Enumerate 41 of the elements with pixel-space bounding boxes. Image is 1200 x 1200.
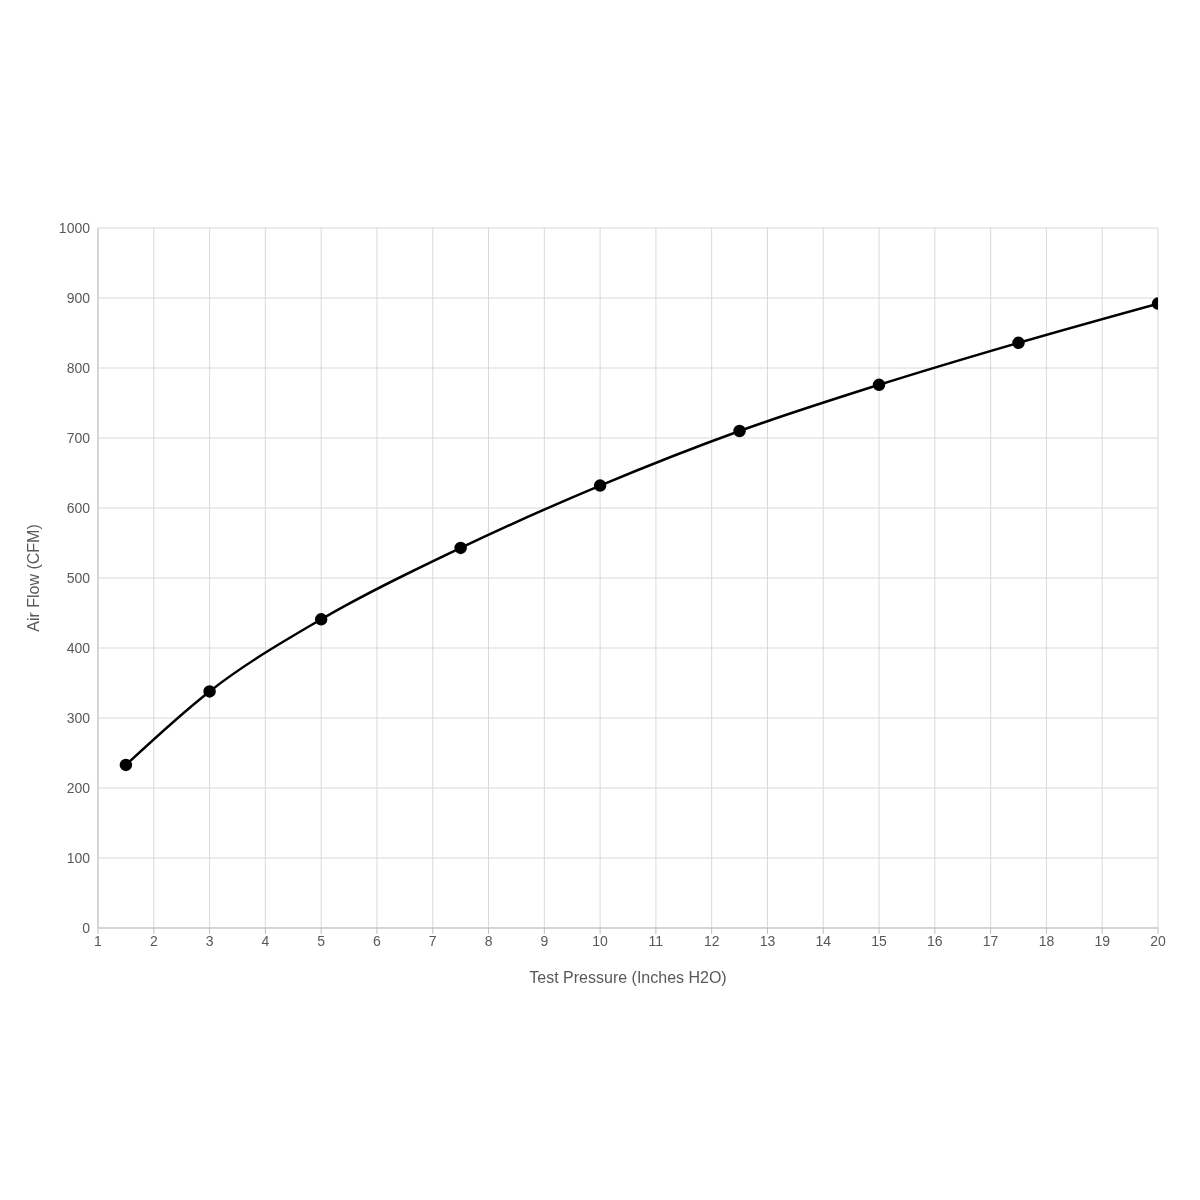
x-tick-label: 5 <box>317 932 326 949</box>
x-tick-label: 6 <box>373 932 382 949</box>
point <box>1012 336 1025 350</box>
y-tick-label: 300 <box>66 709 91 726</box>
y-tick-label: 200 <box>66 779 91 796</box>
y-tick-label: 500 <box>66 569 91 586</box>
y-tick-label: 800 <box>66 359 91 376</box>
x-tick-label: 14 <box>815 932 832 949</box>
x-tick-label: 7 <box>428 932 437 949</box>
y-tick-label: 700 <box>66 429 91 446</box>
point <box>203 685 216 698</box>
y-tick-label: 1000 <box>58 219 91 236</box>
y-tick-label: 400 <box>66 639 91 656</box>
point <box>733 424 746 438</box>
point <box>119 758 133 772</box>
y-tick-label: 100 <box>66 849 91 866</box>
x-tick-label: 2 <box>149 932 158 949</box>
point <box>314 613 328 626</box>
x-tick-label: 16 <box>927 932 943 949</box>
x-tick-label: 17 <box>982 932 999 949</box>
x-tick-label: 19 <box>1094 932 1111 949</box>
x-tick-label: 18 <box>1038 932 1055 949</box>
x-tick-label: 15 <box>871 932 888 949</box>
x-tick-label: 3 <box>205 932 214 949</box>
x-axis-title: Test Pressure (Inches H2O) <box>529 969 727 986</box>
y-tick-label: 0 <box>82 919 91 936</box>
point <box>872 378 886 392</box>
x-tick-label: 1 <box>94 932 103 949</box>
x-tick-label: 10 <box>592 932 609 949</box>
x-tick-label: 11 <box>648 932 664 949</box>
x-tick-label: 4 <box>261 932 270 949</box>
x-tick-label: 20 <box>1150 932 1166 949</box>
x-tick-label: 9 <box>540 932 549 949</box>
point <box>454 541 467 555</box>
y-tick-label: 900 <box>66 289 91 306</box>
y-tick-label: 600 <box>66 499 91 516</box>
x-tick-label: 13 <box>759 932 776 949</box>
x-tick-label: 12 <box>703 932 720 949</box>
y-axis-title: Air Flow (CFM) <box>24 524 42 632</box>
x-tick-label: 8 <box>484 932 493 949</box>
point <box>593 479 607 492</box>
